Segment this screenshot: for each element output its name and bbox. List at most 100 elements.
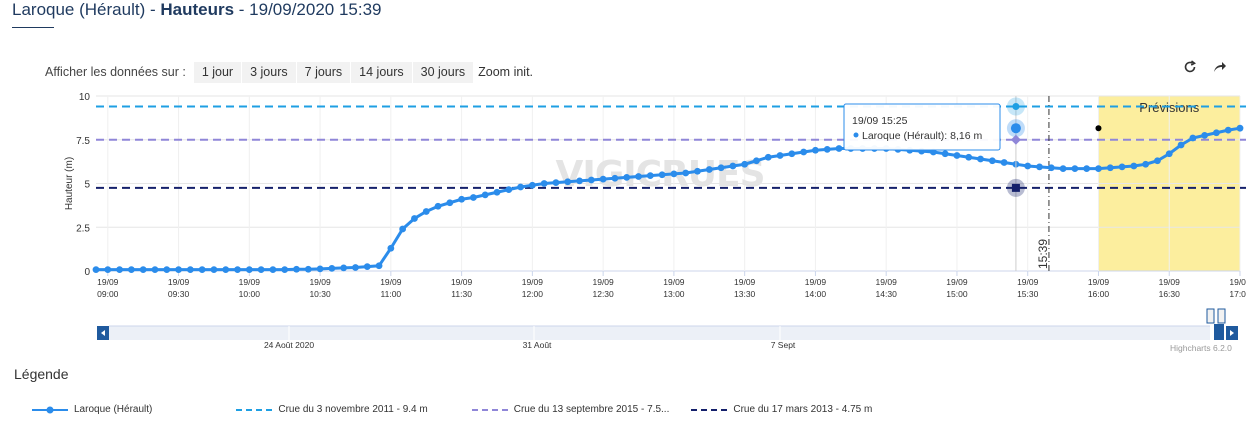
series-point <box>434 202 442 210</box>
series-point <box>234 266 241 273</box>
series-point <box>1047 164 1055 172</box>
series-point <box>399 225 407 233</box>
series-point <box>1236 124 1244 132</box>
x-tick-label-time: 13:00 <box>663 289 685 299</box>
y-tick-label: 7.5 <box>76 136 90 147</box>
series-point <box>788 150 796 158</box>
series-point <box>941 150 949 158</box>
tooltip-box <box>843 103 1001 151</box>
series-point <box>729 162 737 170</box>
navigator-selection <box>1214 324 1224 340</box>
x-tick-label-date: 19/09 <box>946 277 968 287</box>
x-tick-label-date: 19/09 <box>592 277 614 287</box>
legend-item-crue-2011[interactable]: Crue du 3 novembre 2011 - 9.4 m <box>236 404 428 415</box>
zoom-reset-button[interactable]: Zoom init. <box>474 62 537 83</box>
series-point <box>776 152 784 159</box>
series-point <box>458 195 466 203</box>
y-tick-label: 5 <box>84 180 90 191</box>
range-3-days-button[interactable]: 3 jours <box>242 61 296 83</box>
x-tick-label-date: 19/09 <box>734 277 756 287</box>
series-point <box>1213 129 1220 137</box>
series-point <box>1165 150 1173 158</box>
series-point <box>116 266 123 273</box>
series-point <box>564 178 572 186</box>
x-tick-label-time: 15:00 <box>946 289 968 299</box>
series-point <box>163 266 171 273</box>
x-tick-label-date: 19/09 <box>522 277 544 287</box>
series-point <box>186 266 194 273</box>
series-point <box>1000 159 1008 166</box>
series-point <box>139 266 147 273</box>
series-point <box>705 166 713 173</box>
series-point <box>965 153 973 161</box>
series-point <box>988 157 996 165</box>
x-tick-label-time: 14:00 <box>805 289 827 299</box>
x-tick-label-date: 19/09 <box>97 277 119 287</box>
x-tick-label-date: 19/09 <box>168 277 190 287</box>
legend-label: Crue du 13 septembre 2015 - 7.5... <box>513 404 670 415</box>
title-datetime: - 19/09/2020 15:39 <box>234 0 382 19</box>
tooltip-value: Laroque (Hérault): 8,16 m <box>862 130 982 142</box>
series-point <box>1130 162 1138 170</box>
series-point <box>670 170 678 178</box>
station-name: Laroque (Hérault) <box>12 0 146 19</box>
series-point <box>517 183 524 191</box>
legend-label: Crue du 17 mars 2013 - 4.75 m <box>733 404 873 415</box>
series-point <box>682 169 690 177</box>
series-point <box>812 146 819 154</box>
measure-name: Hauteurs <box>160 0 235 19</box>
series-point <box>340 264 348 272</box>
legend-item-crue-2015[interactable]: Crue du 13 septembre 2015 - 7.5... <box>471 404 670 415</box>
range-7-days-button[interactable]: 7 jours <box>296 61 351 83</box>
tooltip-time: 19/09 15:25 <box>852 115 908 127</box>
series-point <box>198 266 206 273</box>
series-point <box>623 173 631 181</box>
series-point <box>576 177 583 185</box>
y-tick-label: 2.5 <box>76 223 90 234</box>
tooltip-bullet <box>853 132 859 138</box>
series-point <box>1083 165 1091 173</box>
hover-marker <box>1010 123 1021 134</box>
series-point <box>1036 163 1043 171</box>
series-point <box>552 179 560 187</box>
hover-marker <box>1012 103 1020 110</box>
series-point <box>1059 165 1067 173</box>
x-tick-label-date: 19/09 <box>1017 277 1039 287</box>
series-point <box>375 262 383 270</box>
page-title: Laroque (Hérault) - Hauteurs - 19/09/202… <box>12 0 382 20</box>
title-separator: - <box>145 0 161 19</box>
series-point <box>446 199 454 207</box>
series-point <box>104 266 112 273</box>
x-tick-label-time: 16:00 <box>1088 289 1110 299</box>
series-point <box>245 266 253 273</box>
x-tick-label-date: 19/09 <box>805 277 827 287</box>
series-point <box>1177 141 1185 149</box>
legend-item-laroque[interactable]: Laroque (Hérault) <box>32 404 152 415</box>
y-tick-label: 0 <box>84 267 90 278</box>
series-point <box>528 181 536 189</box>
navigator-background <box>109 326 1210 340</box>
series-point <box>316 265 324 273</box>
series-point <box>540 180 548 187</box>
x-tick-label-time: 10:00 <box>239 289 261 299</box>
x-tick-label-date: 19/09 <box>451 277 473 287</box>
x-tick-label-time: 09:00 <box>97 289 119 299</box>
series-point <box>257 266 265 273</box>
legend-item-crue-2013[interactable]: Crue du 17 mars 2013 - 4.75 m <box>691 404 872 415</box>
x-tick-label-date: 19/09 <box>1229 277 1246 287</box>
range-30-days-button[interactable]: 30 jours <box>412 61 474 83</box>
x-tick-label-time: 10:30 <box>309 289 331 299</box>
x-tick-label-date: 19/09 <box>1088 277 1110 287</box>
refresh-icon[interactable] <box>1183 60 1197 78</box>
share-icon[interactable] <box>1213 60 1227 78</box>
series-point <box>1024 162 1032 170</box>
navigator-label: 24 Août 2020 <box>264 340 314 350</box>
range-1-day-button[interactable]: 1 jour <box>193 61 242 83</box>
navigator-handle-right <box>1217 308 1226 324</box>
series-point <box>1154 157 1161 165</box>
range-14-days-button[interactable]: 14 jours <box>351 61 412 83</box>
series-point <box>411 215 418 222</box>
hover-marker <box>1010 134 1021 145</box>
navigator-label: 31 Août <box>523 340 552 350</box>
